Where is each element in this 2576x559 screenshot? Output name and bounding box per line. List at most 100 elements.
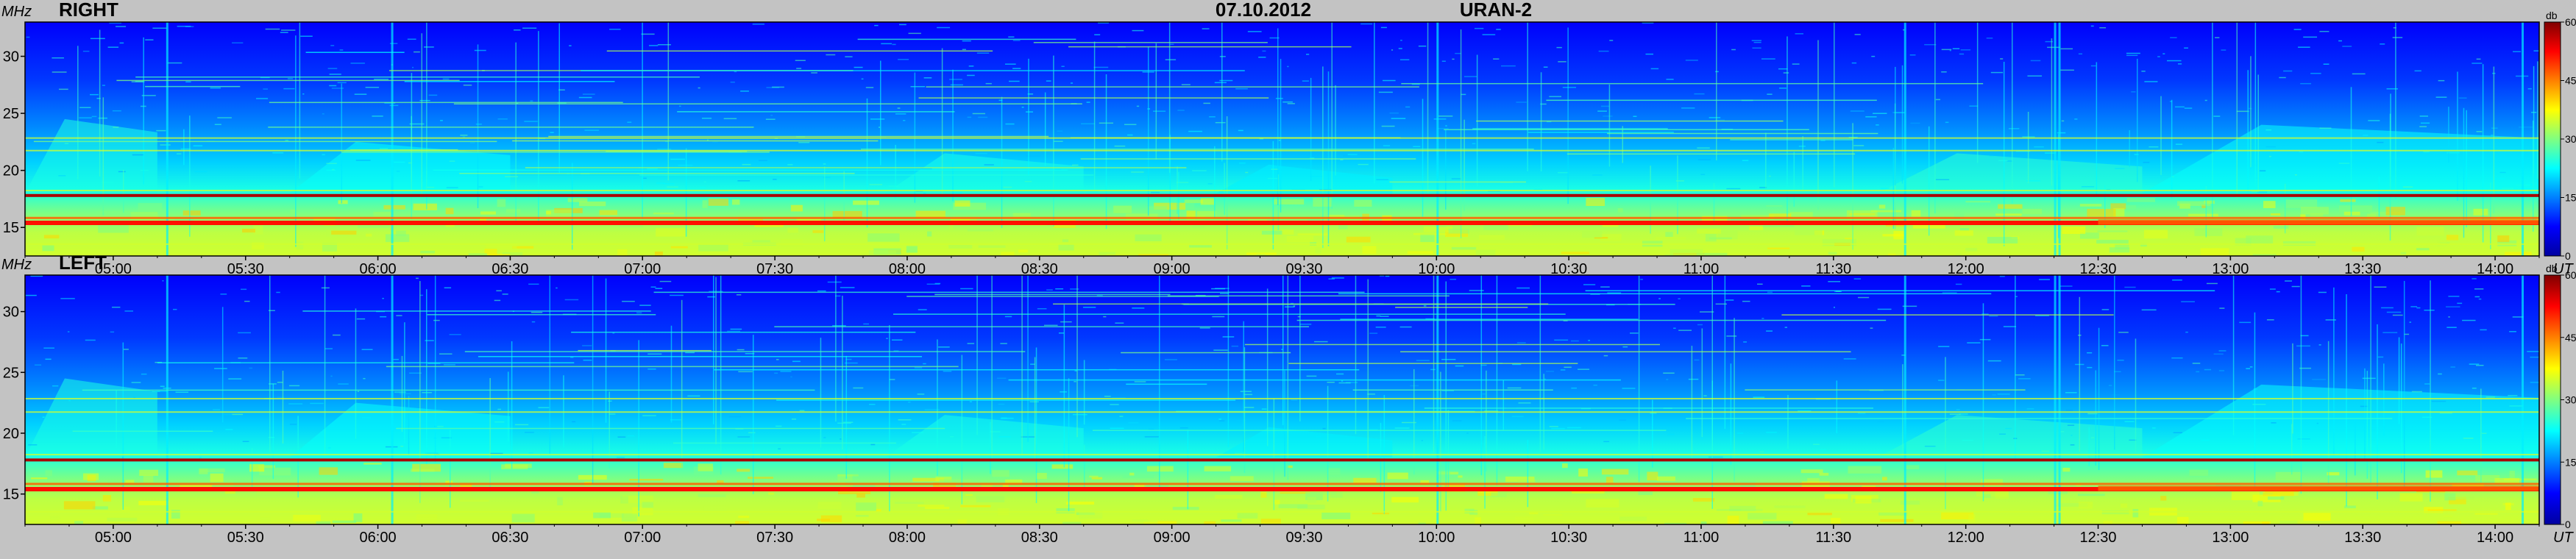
station-line [857, 38, 1076, 40]
noise-speck [394, 161, 405, 163]
noise-speck [1876, 124, 1879, 126]
noise-speck [67, 331, 70, 332]
noise-cell [918, 505, 945, 507]
noise-cell [2452, 483, 2484, 488]
noise-speck [2508, 394, 2518, 396]
y-unit-label: MHz [1, 257, 32, 273]
noise-speck [1516, 102, 1527, 103]
noise-cell [653, 213, 674, 215]
noise-speck [869, 404, 876, 405]
interference-streak [1280, 59, 1282, 213]
noise-speck [1164, 359, 1177, 360]
noise-speck [2299, 151, 2304, 153]
noise-cell [1769, 213, 1792, 218]
noise-speck [439, 353, 453, 355]
noise-speck [1367, 394, 1376, 395]
interference-streak [1169, 135, 1171, 225]
noise-cell [1346, 236, 1371, 243]
noise-speck [1697, 147, 1710, 149]
noise-cell [737, 469, 751, 472]
noise-cell [2343, 211, 2360, 216]
noise-cell [796, 218, 821, 221]
noise-speck [177, 26, 191, 27]
noise-speck [2000, 58, 2004, 60]
noise-cell [1278, 504, 1308, 509]
noise-cell [898, 522, 907, 524]
noise-cell [413, 203, 437, 210]
station-line [478, 356, 922, 357]
noise-speck [1681, 107, 1695, 109]
date-label: 07.10.2012 [1216, 0, 1311, 21]
noise-speck [1380, 26, 1387, 29]
noise-cell [480, 217, 486, 224]
interference-streak [355, 308, 357, 439]
noise-speck [2374, 286, 2387, 288]
noise-speck [1881, 188, 1890, 189]
noise-speck [670, 158, 685, 160]
noise-cell [1954, 230, 1973, 236]
noise-cell [293, 514, 321, 522]
noise-speck [419, 294, 424, 296]
noise-speck [572, 421, 576, 423]
interference-streak [1147, 46, 1149, 216]
station-line [145, 85, 241, 88]
noise-cell [837, 474, 859, 477]
noise-patch [884, 153, 1084, 193]
noise-cell [1700, 521, 1707, 524]
noise-speck [1967, 342, 1981, 343]
noise-cell [1998, 204, 2023, 209]
noise-speck [42, 416, 45, 418]
y-tick-label: 25 [3, 365, 19, 381]
noise-speck [514, 29, 521, 31]
noise-speck [502, 293, 508, 295]
noise-speck [1046, 80, 1051, 82]
noise-cell [912, 477, 945, 482]
noise-cell [703, 505, 727, 511]
noise-speck [2276, 291, 2280, 293]
interference-streak [1836, 380, 1838, 434]
x-tick-label: 14:00 [2477, 530, 2513, 546]
noise-speck [765, 118, 776, 120]
noise-speck [449, 334, 461, 335]
noise-cell [1475, 249, 1496, 256]
noise-cell [1387, 472, 1408, 480]
interference-streak [2291, 424, 2293, 475]
noise-cell [412, 463, 441, 472]
interference-streak [1083, 360, 1085, 425]
noise-speck [2213, 353, 2224, 355]
noise-cell [1132, 519, 1149, 522]
frequency-band [25, 137, 2539, 139]
noise-cell [1959, 228, 1969, 231]
interference-streak [143, 37, 144, 185]
noise-speck [835, 295, 841, 297]
noise-speck [2439, 412, 2452, 414]
noise-speck [1795, 33, 1803, 35]
noise-speck [365, 87, 380, 88]
noise-speck [627, 121, 632, 123]
noise-cell [1407, 251, 1433, 254]
noise-speck [728, 416, 742, 418]
noise-speck [1004, 63, 1016, 65]
noise-cell [31, 477, 48, 480]
noise-speck [326, 163, 337, 165]
noise-speck [1484, 410, 1499, 412]
noise-speck [113, 127, 119, 128]
noise-speck [2318, 291, 2327, 293]
interference-streak [1380, 422, 1382, 493]
interference-streak [1928, 126, 1930, 236]
noise-cell [1748, 513, 1777, 520]
noise-speck [300, 35, 313, 38]
noise-cell [2352, 246, 2365, 252]
noise-cell [1035, 472, 1047, 480]
noise-cell [2235, 238, 2252, 246]
noise-cell [2143, 229, 2168, 239]
noise-speck [1008, 80, 1020, 82]
noise-cell [2503, 478, 2537, 481]
noise-speck [1562, 87, 1577, 88]
station-line [1296, 319, 1887, 321]
noise-cell [1581, 231, 1603, 238]
interference-streak [1892, 148, 1895, 229]
noise-cell [1172, 507, 1199, 510]
interference-streak [2104, 185, 2106, 229]
